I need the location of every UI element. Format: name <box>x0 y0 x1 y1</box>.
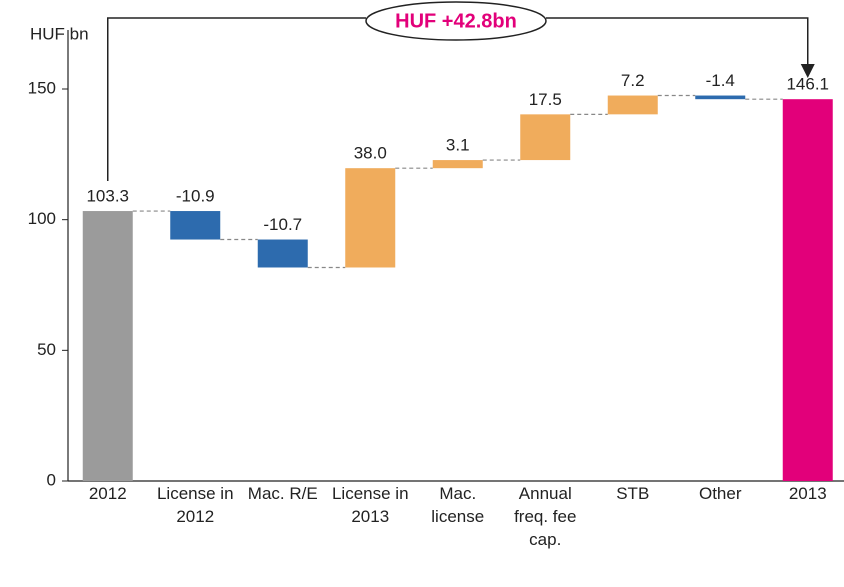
x-tick-label: Annual freq. fee cap. <box>514 484 577 549</box>
x-tick-label: 2012 <box>88 484 127 503</box>
y-tick-label: 150 <box>28 78 56 97</box>
bar <box>257 239 308 268</box>
annotation-ellipse <box>365 1 547 41</box>
arrow-head <box>800 64 815 78</box>
bar <box>432 160 483 169</box>
bar <box>782 99 833 481</box>
x-tick-label: 2013 <box>788 484 827 503</box>
value-label: 17.5 <box>529 90 562 109</box>
bar <box>695 95 746 100</box>
bar <box>607 95 658 115</box>
bar <box>345 168 396 268</box>
bar <box>82 211 133 481</box>
value-label: 38.0 <box>354 144 387 163</box>
x-tick-label: License in 2013 <box>331 484 409 526</box>
bracket <box>107 17 809 182</box>
bar <box>520 114 571 161</box>
value-label: -1.4 <box>706 71 735 90</box>
x-tick-label: Other <box>698 484 742 503</box>
x-tick-label: Mac. license <box>431 484 485 526</box>
y-axis-label: HUF bn <box>30 24 89 43</box>
y-tick-label: 0 <box>47 470 56 489</box>
bar <box>170 211 221 240</box>
y-tick-label: 100 <box>28 209 56 228</box>
annotation: HUF +42.8bn <box>395 10 517 32</box>
y-tick-label: 50 <box>37 340 56 359</box>
value-label: 7.2 <box>621 71 645 90</box>
value-label: 146.1 <box>786 75 829 94</box>
value-label: 103.3 <box>86 187 129 206</box>
value-label: 3.1 <box>446 136 470 155</box>
value-label: -10.7 <box>263 215 302 234</box>
value-label: -10.9 <box>176 187 215 206</box>
x-tick-label: License in 2012 <box>156 484 234 526</box>
x-tick-label: STB <box>616 484 650 503</box>
x-tick-label: Mac. R/E <box>247 484 318 503</box>
